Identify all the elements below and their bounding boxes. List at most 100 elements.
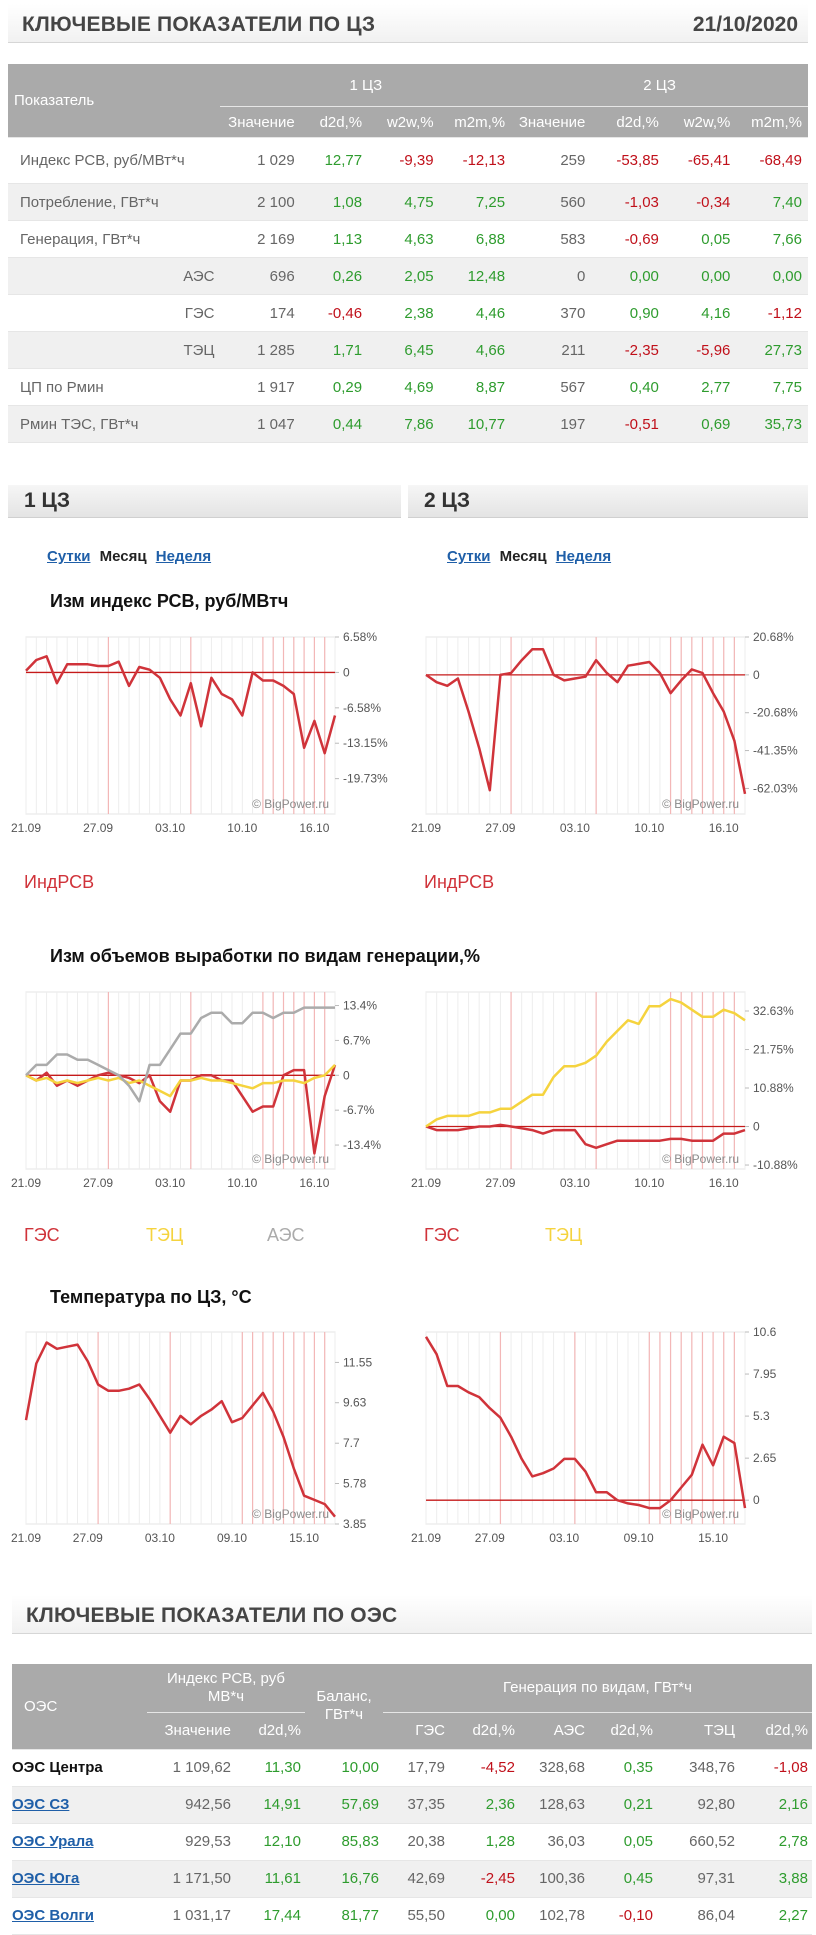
oes-cell: 0,21 [589,1786,657,1824]
oes-cell: 328,68 [519,1749,589,1787]
oes-cell: 3,88 [739,1860,812,1898]
kp-cell: 0,90 [591,294,665,332]
oes-name-link[interactable]: ОЭС Волги [12,1907,94,1924]
kp-cell: 0 [511,257,592,295]
series-line-0 [25,655,337,755]
oes-cell: 36,03 [519,1823,589,1861]
oes-cell: 55,50 [383,1897,449,1935]
oes-name-link[interactable]: ОЭС СЗ [12,1796,70,1813]
kp-row: ГЭС 174 -0,46 2,38 4,46 370 0,90 4,16 -1,12 [8,294,808,332]
oes-col-name: ОЭС [12,1664,147,1750]
oes-name-cell: ОЭС Волги [12,1897,147,1935]
x-tick-label: 21.09 [11,1176,41,1190]
kp-cell: -9,39 [368,137,440,184]
chart-title-temp: Температура по ЦЗ, °С [50,1287,252,1307]
period-selector-zone1: Сутки Месяц Неделя [47,548,211,565]
kp-row-label: Рмин ТЭС, ГВт*ч [8,405,221,443]
y-tick-label: 10.6 [753,1325,777,1339]
oes-name-link[interactable]: ОЭС Юга [12,1870,80,1887]
x-tick-label: 27.09 [485,821,515,835]
y-tick-label: -62.03% [753,781,798,795]
x-tick-label: 27.09 [485,1176,515,1190]
kp-cell: 4,75 [368,183,440,221]
watermark: © BigPower.ru [662,797,739,811]
chart-gen-zone1: 13.4% 6.7% 0 -6.7% -13.4% 21.09 27.09 03.10 10.1… [11,991,381,1190]
oes-name-link[interactable]: ОЭС Урала [12,1833,94,1850]
oes-cell: 929,53 [147,1823,235,1861]
oes-cell: 20,38 [383,1823,449,1861]
x-tick-label: 10.10 [227,1176,257,1190]
kp-row-label: ГЭС [8,294,221,332]
kp-row-label: Генерация, ГВт*ч [8,220,221,258]
kp-cell: -1,12 [736,294,808,332]
oes-cell: -0,10 [589,1897,657,1935]
oes-col-balance: Баланс, ГВт*ч [305,1664,383,1750]
period-month-selected: Месяц [99,548,147,565]
kp-cell: 4,66 [439,331,512,369]
kp-row-label: АЭС [8,257,221,295]
kp-row: Индекс РСВ, руб/МВт*ч 1 029 12,77 -9,39 -12,… [8,137,808,184]
oes-cell: 128,63 [519,1786,589,1824]
oes-sub-header: ГЭС [383,1712,449,1750]
kp-cell: 174 [220,294,301,332]
x-tick-label: 21.09 [411,821,441,835]
oes-cell: 42,69 [383,1860,449,1898]
series-line-2 [25,1006,335,1103]
period-selector-zone2: Сутки Месяц Неделя [447,548,611,565]
y-tick-label: 10.88% [753,1081,794,1095]
oes-sub-header: d2d,% [739,1712,812,1750]
kp-cell: 2,77 [664,368,737,406]
y-tick-label: 7.95 [753,1367,777,1381]
x-tick-label: 10.10 [634,1176,664,1190]
section-zone2-header: 2 ЦЗ [408,485,808,518]
kp-cell: 560 [511,183,592,221]
col-indicator: Показатель [8,64,221,138]
oes-cell: 37,35 [383,1786,449,1824]
kp-cell: 2,05 [368,257,440,295]
page-title: КЛЮЧЕВЫЕ ПОКАЗАТЕЛИ ПО ЦЗ [22,13,376,36]
kp-cell: 35,73 [736,405,808,443]
chart-rsv-zone1: 6.58% 0 -6.58% -13.15% -19.73% 21.09 27.09 03.1… [11,630,388,835]
period-day-link[interactable]: Сутки [447,548,491,565]
oes-row: ОЭС СЗ 942,56 14,91 57,69 37,35 2,36 128,63 0,2… [12,1786,812,1824]
oes-cell: 17,79 [383,1749,449,1787]
oes-sub-header: Значение [147,1712,235,1750]
x-tick-label: 21.09 [411,1531,441,1545]
kp-cell: 696 [220,257,301,295]
kp-cell: 7,75 [736,368,808,406]
y-tick-label: -13.15% [343,736,388,750]
x-tick-label: 27.09 [83,821,113,835]
kp-cell: 0,44 [300,405,369,443]
oes-cell: 0,00 [449,1897,519,1935]
series-line-1 [25,1064,336,1098]
kp-cell: 0,29 [300,368,369,406]
y-tick-label: -13.4% [343,1138,381,1152]
period-day-link[interactable]: Сутки [47,548,91,565]
period-week-link[interactable]: Неделя [555,548,612,565]
kp-cell: 0,05 [664,220,737,258]
kp-cell: -53,85 [591,137,665,184]
oes-cell: 2,16 [739,1786,812,1824]
y-tick-label: 9.63 [343,1396,367,1410]
oes-cell: 2,36 [449,1786,519,1824]
kp-cell: 0,26 [300,257,369,295]
section-zone1-title: 1 ЦЗ [24,489,71,512]
oes-cell: 12,10 [235,1823,305,1861]
kp-cell: 7,66 [736,220,808,258]
oes-cell: 942,56 [147,1786,235,1824]
chart-gen-zone2: 32.63% 21.75% 10.88% 0 -10.88% 21.09 27.09 03.1… [411,991,798,1190]
x-tick-label: 16.10 [299,1176,329,1190]
y-tick-label: 32.63% [753,1004,794,1018]
period-week-link[interactable]: Неделя [155,548,212,565]
oes-name-cell: ОЭС Центра [12,1749,147,1787]
kp-cell: 1 047 [220,405,301,443]
kp-row-label: Потребление, ГВт*ч [8,183,221,221]
oes-row: ОЭС Урала 929,53 12,10 85,83 20,38 1,28 36,03 0… [12,1823,812,1861]
oes-cell: 2,27 [739,1897,812,1935]
header-bar: КЛЮЧЕВЫЕ ПОКАЗАТЕЛИ ПО ЦЗ 21/10/2020 [8,4,808,43]
kp-cell: 6,88 [439,220,512,258]
kp-cell: 2,38 [368,294,440,332]
section-zone1-header: 1 ЦЗ [8,485,401,518]
kp-cell: 1,71 [300,331,369,369]
oes-title: КЛЮЧЕВЫЕ ПОКАЗАТЕЛИ ПО ОЭС [26,1604,398,1627]
